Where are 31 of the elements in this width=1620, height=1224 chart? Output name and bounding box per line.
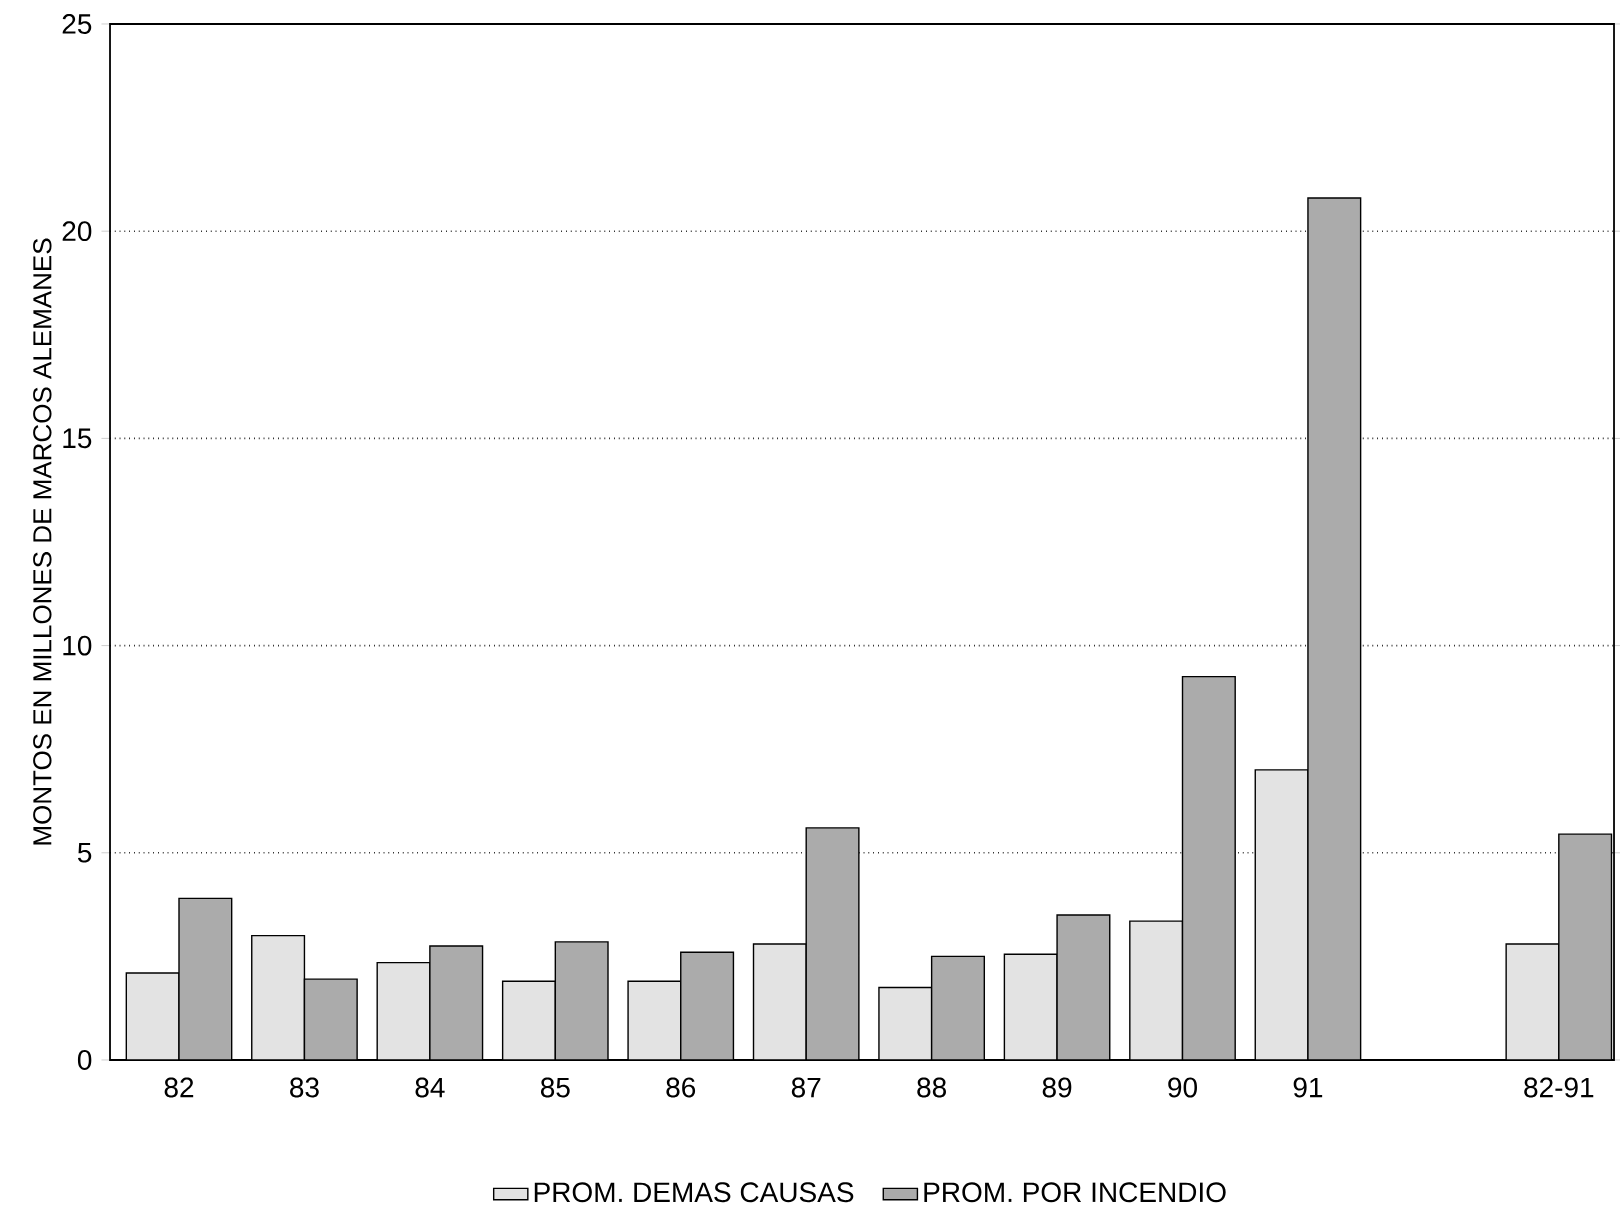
x-tick-label: 91 [1293,1077,1323,1098]
x-tick-label: 88 [917,1077,946,1098]
x-tick-label: 83 [290,1077,319,1098]
x-tick-label: 84 [415,1077,445,1098]
bar [805,827,860,1060]
y-axis-title: MONTOS EN MILLONES DE MARCOS ALEMANES [33,238,52,845]
bar [680,951,735,1060]
y-tick-label: 25 [62,14,92,34]
bar [1558,833,1613,1060]
x-tick-label: 87 [791,1077,821,1098]
x-tick-label: 82-91 [1524,1077,1594,1098]
y-tick-label: 10 [63,635,92,656]
y-tick-label: 20 [62,221,92,242]
bar [554,941,609,1060]
legend-label: PROM. POR INCENDIO [924,1182,1226,1203]
bar [930,955,986,1060]
bar [1056,914,1111,1060]
bar [429,945,484,1060]
y-tick-label: 15 [63,428,92,449]
x-tick-label: 86 [666,1077,696,1098]
x-tick-label: 85 [540,1077,570,1098]
y-tick-label: 0 [77,1050,92,1070]
x-tick-label: 82 [164,1077,194,1098]
x-tick-label: 90 [1168,1077,1197,1098]
x-tick-label: 89 [1042,1077,1072,1098]
bar [178,897,233,1060]
legend-label: PROM. DEMAS CAUSAS [534,1182,854,1203]
bar [303,978,358,1060]
bar [1307,197,1362,1060]
bar [1181,675,1236,1060]
y-tick-label: 5 [77,843,92,863]
